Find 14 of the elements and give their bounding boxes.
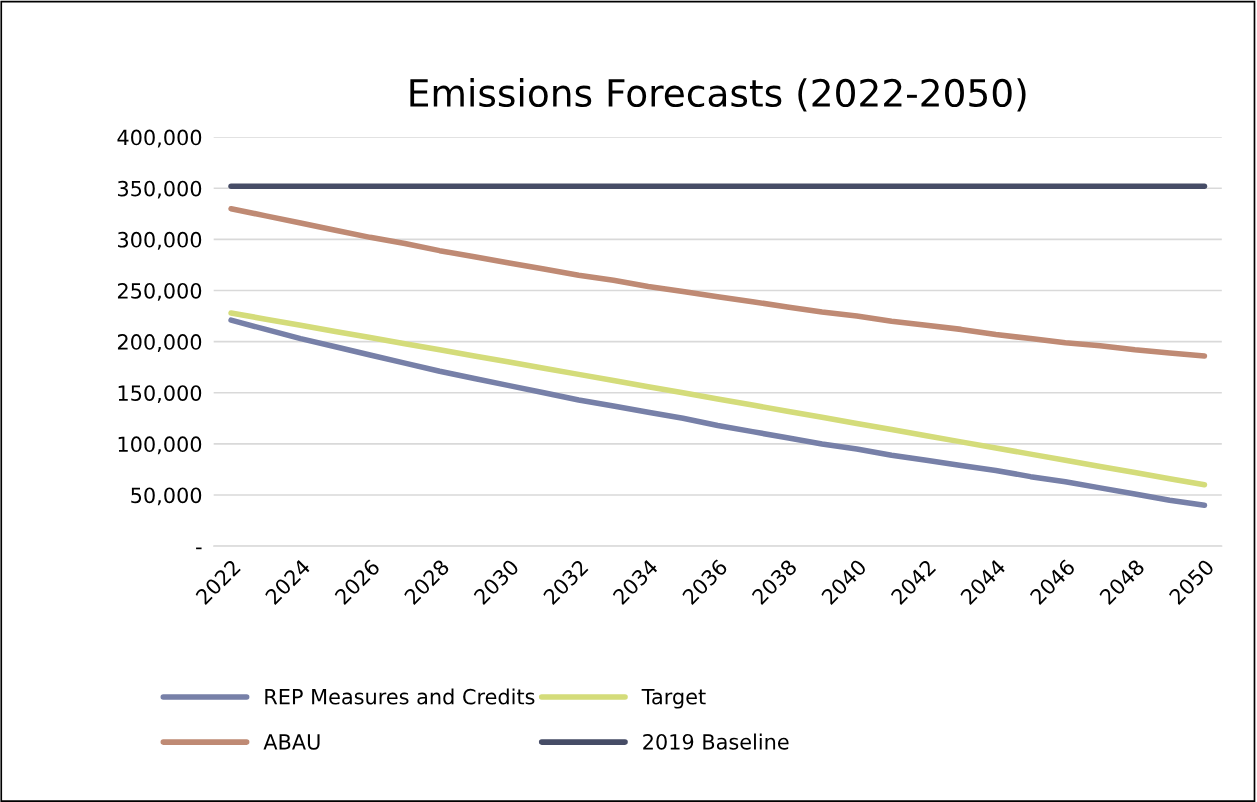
y-tick-label: 300,000 [118, 231, 202, 250]
y-tick-label: 50,000 [131, 487, 202, 506]
legend-label: 2019 Baseline [643, 733, 789, 750]
y-tick-label: 400,000 [117, 129, 202, 148]
legend-label: ABAU [263, 734, 320, 750]
legend-label: Target [641, 689, 706, 709]
legend-label: REP Measures and Credits [265, 688, 535, 705]
y-tick-label: 250,000 [117, 282, 202, 301]
y-tick-label: 200,000 [117, 334, 202, 352]
y-tick-label: - [196, 547, 202, 550]
y-tick-label: 100,000 [118, 436, 202, 455]
y-tick-label: 150,000 [118, 385, 202, 404]
y-tick-label: 350,000 [118, 180, 202, 199]
chart-title: Emissions Forecasts (2022-2050) [410, 78, 1026, 112]
